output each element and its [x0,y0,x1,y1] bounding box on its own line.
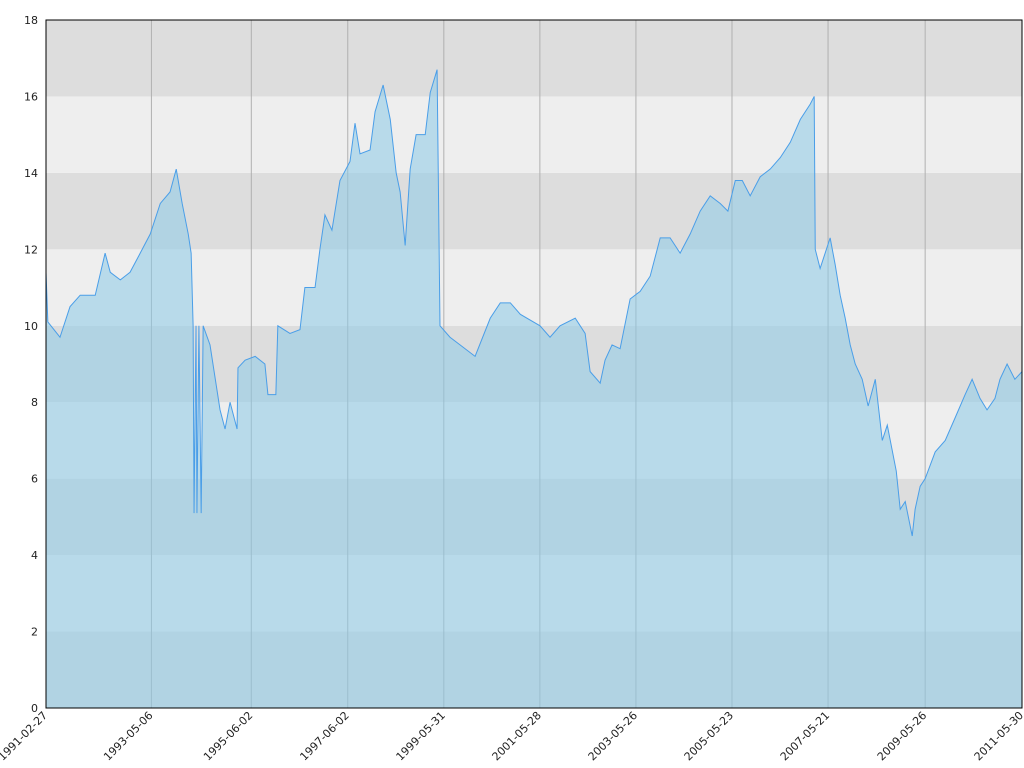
area-fill [46,69,1022,708]
x-tick-label: 1999-05-31 [394,709,448,763]
x-tick-label: 2007-05-21 [778,709,832,763]
y-tick-label: 8 [31,396,38,409]
y-tick-label: 18 [24,14,38,27]
x-tick-label: 2003-05-26 [586,709,640,763]
x-tick-label: 1997-06-02 [297,709,351,763]
line [45,69,1023,537]
y-tick-label: 6 [31,473,38,486]
x-tick-label: 1995-06-02 [201,709,255,763]
y-tick-label: 0 [31,702,38,715]
plot-border [45,19,1023,709]
x-tick-label: 2005-05-23 [682,709,736,763]
x-tick-label: 1991-02-27 [0,709,50,763]
x-tick-label: 2011-05-30 [972,709,1024,763]
grid-band [46,20,1022,97]
grid-band [46,172,1022,250]
y-tick-label: 10 [24,320,38,333]
y-tick-label: 12 [24,243,38,256]
y-tick-label: 16 [24,90,38,103]
x-tick-label: 1993-05-06 [101,709,155,763]
y-tick-label: 14 [24,167,38,180]
grid-band [46,249,1022,326]
y-tick-label: 2 [31,626,38,639]
grid-band [46,96,1022,173]
x-tick-label: 2001-05-28 [490,709,544,763]
x-tick-label: 2009-05-26 [875,709,929,763]
y-tick-label: 4 [31,549,38,562]
